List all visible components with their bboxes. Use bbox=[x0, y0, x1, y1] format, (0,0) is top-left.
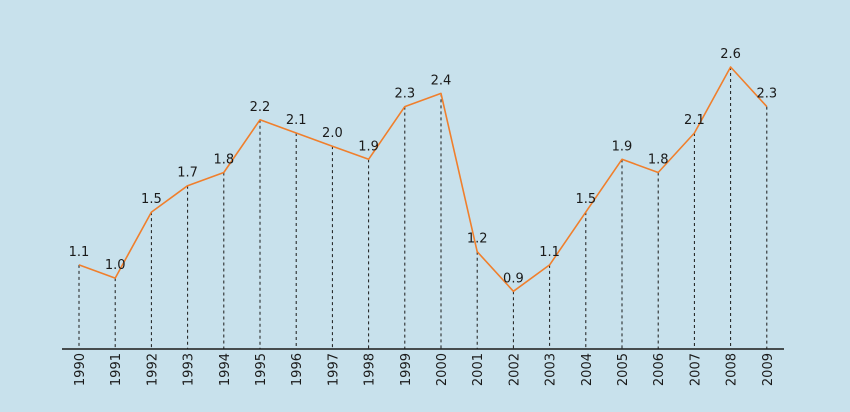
data-label: 1.5 bbox=[141, 192, 162, 207]
data-label: 2.2 bbox=[250, 100, 271, 115]
data-label: 1.9 bbox=[358, 139, 379, 154]
x-tick-label: 2002 bbox=[507, 353, 522, 386]
x-tick-label: 1997 bbox=[326, 353, 341, 386]
data-label: 1.8 bbox=[213, 153, 234, 168]
data-label: 2.1 bbox=[286, 113, 307, 128]
data-label: 1.2 bbox=[467, 232, 488, 247]
data-labels: 1.1 1.0 1.5 1.7 1.8 2.2 2.1 2.0 1.9 2.3 2.4 1.2 0.9 1… bbox=[69, 47, 777, 286]
x-tick-label: 1999 bbox=[399, 353, 414, 386]
x-tick-label: 2009 bbox=[761, 353, 776, 386]
x-tick-labels: 1990 1991 1992 1993 1994 1995 1996 1997 1998 1999… bbox=[73, 353, 776, 386]
data-label: 1.1 bbox=[539, 245, 560, 260]
data-label: 2.0 bbox=[322, 126, 343, 141]
x-tick-label: 2007 bbox=[688, 353, 703, 386]
x-tick-label: 1990 bbox=[73, 353, 88, 386]
drop-lines bbox=[78, 67, 768, 349]
x-tick-label: 2000 bbox=[435, 353, 450, 386]
data-label: 1.8 bbox=[648, 153, 669, 168]
x-tick-label: 1994 bbox=[218, 353, 233, 386]
x-tick-label: 2004 bbox=[580, 353, 595, 386]
data-label: 2.1 bbox=[684, 113, 705, 128]
data-label: 2.3 bbox=[756, 87, 777, 102]
data-label: 2.4 bbox=[431, 73, 452, 88]
data-label: 2.3 bbox=[394, 87, 415, 102]
data-label: 1.9 bbox=[612, 139, 633, 154]
x-tick-label: 1996 bbox=[290, 353, 305, 386]
x-tick-label: 2003 bbox=[544, 353, 559, 386]
series-line bbox=[78, 66, 768, 293]
data-label: 0.9 bbox=[503, 271, 524, 286]
x-tick-label: 1995 bbox=[254, 353, 269, 386]
x-tick-label: 1993 bbox=[182, 353, 197, 386]
x-tick-label: 2008 bbox=[725, 353, 740, 386]
x-tick-label: 2006 bbox=[652, 353, 667, 386]
data-label: 1.5 bbox=[575, 192, 596, 207]
data-label: 1.1 bbox=[69, 245, 90, 260]
x-tick-label: 2001 bbox=[471, 353, 486, 386]
x-tick-label: 1992 bbox=[145, 353, 160, 386]
x-tick-label: 1991 bbox=[109, 353, 124, 386]
x-tick-label: 2005 bbox=[616, 353, 631, 386]
x-tick-label: 1998 bbox=[363, 353, 378, 386]
data-label: 1.0 bbox=[105, 258, 126, 273]
data-label: 1.7 bbox=[177, 166, 198, 181]
data-label: 2.6 bbox=[720, 47, 741, 62]
